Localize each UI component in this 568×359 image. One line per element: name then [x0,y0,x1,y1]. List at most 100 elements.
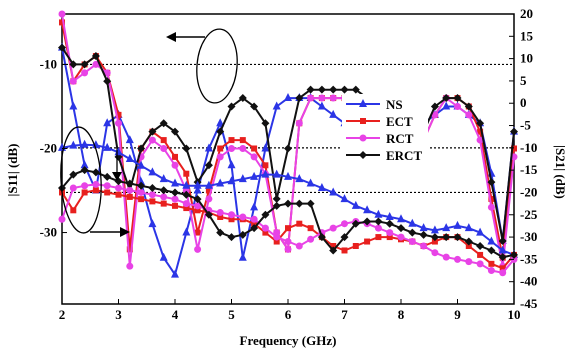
data-point [148,191,156,199]
data-point [250,224,259,233]
data-point [171,178,179,187]
data-point [273,238,280,245]
data-point [408,228,417,237]
data-point [228,211,235,219]
data-point [329,109,338,118]
data-point [295,242,303,250]
data-point [386,229,394,237]
data-point [250,171,259,180]
data-point [430,225,439,234]
data-point [81,69,89,77]
data-point [363,205,372,214]
data-point [442,253,450,261]
data-point [498,253,507,262]
data-point [137,188,145,196]
data-point [340,85,349,94]
data-point [261,210,270,219]
y-right-tick-label: -45 [520,296,538,311]
x-tick-label: 2 [59,307,66,322]
data-point [160,144,168,152]
data-point [182,227,191,236]
data-point [205,187,212,194]
legend-label: RCT [386,131,414,146]
data-point [103,118,112,127]
data-point [251,145,258,152]
s21-axis-arrowhead [120,227,130,237]
data-point [238,174,247,183]
data-point [103,69,111,77]
data-point [171,127,179,136]
data-point [511,145,517,152]
data-point [499,265,506,272]
legend-entry-rct: RCT [346,131,414,146]
data-point [80,160,89,169]
data-point [204,210,213,219]
data-point [239,144,247,152]
data-point [148,219,157,228]
data-point [476,136,484,144]
series-ns-s21 [58,139,518,258]
data-point [81,182,89,190]
data-point [329,224,337,232]
data-point [103,182,111,190]
data-point [431,111,439,119]
data-point [227,102,236,111]
y-axis-left-label: |S11| (dB) [5,143,20,196]
data-point [295,199,304,208]
data-point [465,243,472,249]
data-point [284,93,292,102]
data-point [306,178,315,187]
data-point [126,193,133,200]
data-point [329,246,338,255]
data-point [408,218,417,227]
data-point [171,188,179,197]
data-point [159,174,168,183]
data-point [228,137,235,144]
data-point [216,153,224,161]
y-right-tick-label: 15 [520,28,534,43]
legend-swatch-marker [359,99,367,107]
series-erct-s21 [58,166,518,262]
data-point [341,220,348,228]
data-point [476,260,484,268]
y-right-tick-label: -30 [520,229,537,244]
s11-axis-arrowhead [166,32,176,42]
data-point [306,199,315,208]
data-point [272,169,281,178]
data-point [397,214,405,223]
data-point [216,118,225,127]
series-rct-s21 [58,180,518,277]
data-point [261,224,269,232]
data-point [295,119,303,127]
data-point [477,251,484,258]
data-point [115,191,122,198]
legend-label: ECT [386,114,413,129]
data-point [103,77,112,86]
data-point [262,229,269,236]
y-right-tick-label: 5 [520,73,527,88]
data-point [91,168,100,177]
data-point [454,102,461,110]
data-point [59,19,65,26]
data-point [204,143,213,152]
data-point [204,161,213,170]
data-point [69,184,77,192]
data-point [115,111,122,118]
data-point [284,238,292,246]
data-point [284,245,292,253]
data-point [172,202,178,209]
y-right-tick-label: -15 [520,162,538,177]
data-point [216,209,224,217]
data-point [148,184,157,192]
data-point [442,94,451,103]
y-right-tick-label: -5 [520,118,531,133]
data-point [238,230,247,239]
data-point [137,160,146,169]
data-point [194,202,202,210]
data-point [126,262,134,270]
data-point [272,194,281,203]
data-point [363,217,372,226]
data-point [397,233,405,241]
x-tick-label: 3 [115,307,122,322]
data-point [159,119,168,128]
